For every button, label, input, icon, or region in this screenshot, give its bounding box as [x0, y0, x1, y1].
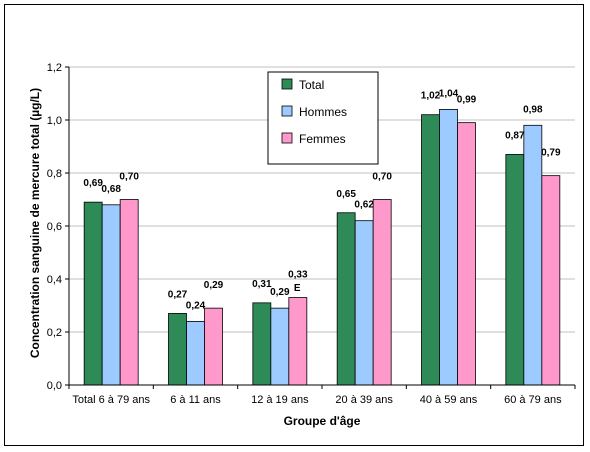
bar-total	[505, 154, 525, 386]
y-tick-label: 0,4	[47, 274, 62, 286]
bar-hommes	[523, 124, 543, 386]
data-label: 0,29	[204, 280, 224, 291]
bar-femmes	[457, 122, 476, 386]
bar-hommes	[101, 204, 121, 386]
data-label: 0,99	[457, 95, 477, 106]
data-label: 0,29	[270, 287, 290, 298]
bar-total	[421, 114, 440, 386]
data-label: 0,70	[119, 172, 139, 183]
legend-label: Femmes	[299, 132, 346, 146]
chart-frame: 0,0 0,2 0,4 0,6 0,8 1,0 1,2 0,69 0,68 0,70 0,27 0,…	[4, 4, 584, 446]
legend-swatch	[281, 132, 293, 144]
data-label: 0,65	[336, 189, 356, 200]
data-label: 1,02	[421, 91, 441, 102]
legend: Total Hommes Femmes	[267, 71, 379, 165]
y-tick-label: 1,0	[47, 115, 62, 127]
x-tick-label: 60 à 79 ans	[504, 394, 562, 406]
data-label: 0,98	[523, 104, 543, 115]
bar-total	[252, 302, 272, 386]
bar-femmes	[119, 199, 139, 386]
legend-label: Total	[299, 78, 324, 92]
bar-femmes	[372, 199, 392, 386]
x-tick-labels: Total 6 à 79 ans 6 à 11 ans 12 à 19 ans 20 …	[68, 385, 576, 406]
data-label: 0,68	[101, 184, 121, 195]
bar-total	[83, 201, 103, 386]
axes	[68, 67, 575, 386]
bar-hommes	[354, 220, 374, 386]
bar-total	[168, 313, 187, 386]
data-label: 0,31	[252, 279, 272, 290]
data-label: 0,70	[372, 172, 392, 183]
data-label: 0,79	[541, 148, 561, 159]
x-tick-label: 6 à 11 ans	[170, 394, 221, 406]
data-label: 0,69	[83, 178, 103, 189]
y-axis-title: Concentration sanguine de mercure total …	[28, 88, 42, 358]
data-label: 0,33	[288, 270, 308, 281]
bars	[83, 109, 561, 386]
x-tick-label: 20 à 39 ans	[335, 394, 393, 406]
bar-femmes	[288, 297, 308, 386]
annotation-marker: E	[294, 283, 301, 294]
legend-swatch	[281, 105, 293, 117]
bar-hommes	[186, 320, 205, 386]
y-tick-label: 0,2	[47, 327, 62, 339]
legend-label: Hommes	[299, 105, 347, 119]
x-tick-label: 12 à 19 ans	[251, 394, 309, 406]
data-label: 0,62	[354, 200, 374, 211]
data-label: 1,04	[439, 88, 459, 99]
data-label: 0,27	[168, 289, 188, 300]
data-labels: 0,690,680,700,270,240,29 0,310,29 E0,330,6…	[83, 88, 561, 311]
bar-hommes	[270, 307, 290, 386]
y-tick-label: 0,8	[47, 168, 62, 180]
y-tick-label: 0,0	[47, 380, 62, 392]
y-tick-labels: 0,0 0,2 0,4 0,6 0,8 1,0 1,2	[47, 62, 69, 392]
y-tick-label: 1,2	[47, 62, 62, 74]
data-label: 0,87	[505, 130, 525, 141]
bar-hommes	[439, 109, 458, 386]
x-tick-label: 40 à 59 ans	[420, 394, 478, 406]
bar-chart: 0,00,20,40,60,81,01,2 0,690,680,700,270,…	[28, 62, 576, 428]
bar-femmes	[204, 307, 223, 386]
y-tick-label: 0,6	[47, 221, 62, 233]
x-axis-title: Groupe d'âge	[284, 414, 361, 428]
x-tick-label: Total 6 à 79 ans	[72, 394, 150, 406]
bar-total	[336, 212, 356, 386]
data-label: 0,24	[186, 300, 206, 311]
bar-femmes	[541, 175, 561, 386]
legend-swatch	[281, 78, 293, 90]
